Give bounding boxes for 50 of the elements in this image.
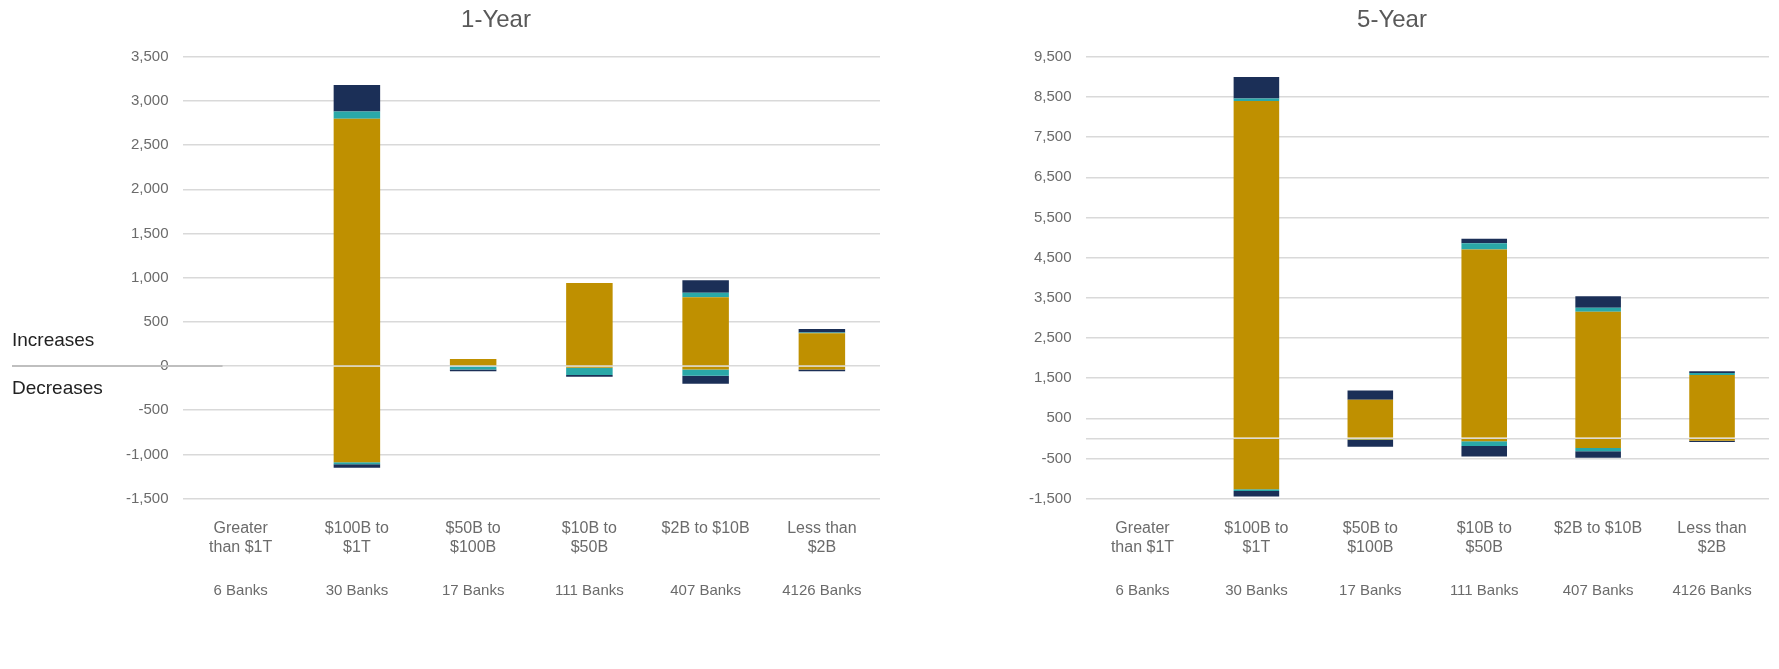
y-tick-label: 2,000 bbox=[130, 179, 169, 197]
text: 4126 Banks bbox=[782, 580, 862, 598]
y-tick-label: 9,500 bbox=[1033, 46, 1072, 64]
x-tick-label: $2B to $10B bbox=[661, 518, 750, 536]
text: 111 Banks bbox=[555, 580, 624, 598]
x-tick-label: Greater than $1T bbox=[1110, 518, 1175, 555]
y-tick-label: 1,500 bbox=[130, 223, 169, 241]
text: 30 Banks bbox=[325, 580, 389, 598]
y-tick-label: 6,500 bbox=[1033, 167, 1072, 185]
text: 30 Banks bbox=[1225, 580, 1288, 598]
x-tick-label: $50B to $100B bbox=[1342, 518, 1398, 555]
x-tick-label: Less than $2B bbox=[787, 518, 857, 555]
chart-title: 5-Year bbox=[1357, 5, 1427, 33]
text: 17 Banks bbox=[441, 580, 505, 598]
y-tick-label: 4,500 bbox=[1033, 247, 1072, 265]
text: Increases bbox=[12, 329, 95, 351]
text: 17 Banks bbox=[1339, 580, 1402, 598]
text: 4126 Banks bbox=[1672, 580, 1752, 598]
y-tick-label: -1,500 bbox=[1028, 488, 1072, 506]
x-tick-label: $50B to $100B bbox=[445, 518, 501, 555]
y-tick-label: 3,000 bbox=[130, 91, 169, 109]
x-tick-label: $2B to $10B bbox=[1554, 518, 1643, 536]
text: 407 Banks bbox=[1562, 580, 1634, 598]
y-tick-label: 8,500 bbox=[1033, 87, 1072, 105]
y-tick-label: 5,500 bbox=[1033, 207, 1072, 225]
y-tick-label: 1,500 bbox=[1033, 368, 1072, 386]
y-tick-label: 500 bbox=[1046, 408, 1072, 426]
y-tick-label: 2,500 bbox=[130, 135, 169, 153]
x-tick-label: $100B to $1T bbox=[324, 518, 390, 555]
y-tick-label: 1,000 bbox=[130, 267, 169, 285]
chart-title: 1-Year bbox=[461, 5, 531, 33]
y-tick-label: -1,000 bbox=[125, 444, 169, 462]
y-tick-label: 3,500 bbox=[1033, 287, 1072, 305]
x-tick-label: $10B to $50B bbox=[561, 518, 618, 555]
text: 6 Banks bbox=[213, 580, 268, 598]
x-tick-label: $100B to $1T bbox=[1224, 518, 1289, 555]
text: 6 Banks bbox=[1115, 580, 1170, 598]
y-tick-label: -500 bbox=[1041, 448, 1072, 466]
y-tick-label: -1,500 bbox=[125, 488, 169, 506]
y-tick-label: 2,500 bbox=[1033, 328, 1072, 346]
x-tick-label: $10B to $50B bbox=[1456, 518, 1512, 555]
y-tick-label: 3,500 bbox=[130, 46, 169, 64]
text: 407 Banks bbox=[670, 580, 742, 598]
text: 111 Banks bbox=[1449, 580, 1519, 598]
y-tick-label: -500 bbox=[138, 400, 169, 418]
x-tick-label: Less than $2B bbox=[1677, 518, 1747, 555]
x-tick-label: Greater than $1T bbox=[209, 518, 273, 555]
y-tick-label: 7,500 bbox=[1033, 127, 1072, 145]
text: Decreases bbox=[12, 377, 103, 399]
y-tick-label: 500 bbox=[143, 312, 169, 330]
